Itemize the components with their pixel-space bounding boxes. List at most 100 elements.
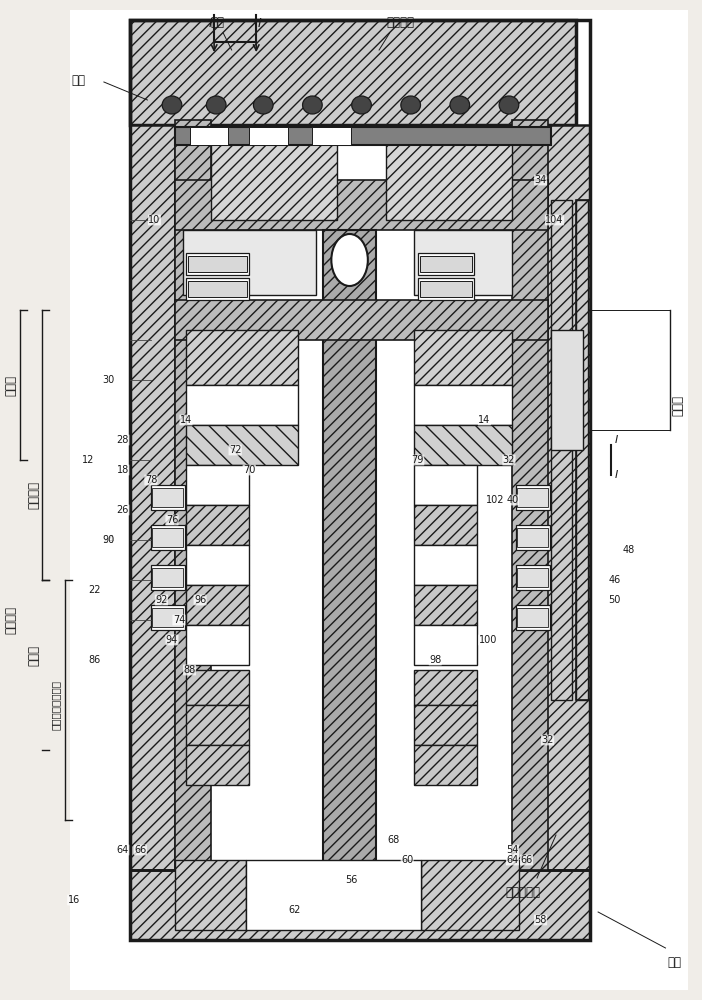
Bar xyxy=(517,608,548,627)
Text: 76: 76 xyxy=(166,515,178,525)
Text: 104: 104 xyxy=(545,215,564,225)
Text: 70: 70 xyxy=(243,465,256,475)
Bar xyxy=(186,465,249,505)
Ellipse shape xyxy=(450,96,470,114)
Bar xyxy=(246,860,421,930)
Bar xyxy=(130,20,576,125)
Text: 98: 98 xyxy=(429,655,442,665)
Ellipse shape xyxy=(162,96,182,114)
Bar xyxy=(188,256,247,272)
Bar xyxy=(183,230,316,295)
Bar xyxy=(323,230,376,870)
Bar xyxy=(516,525,550,550)
Text: 24: 24 xyxy=(102,535,115,545)
Text: 86: 86 xyxy=(88,655,101,665)
Text: 刀盘: 刀盘 xyxy=(72,74,86,87)
Text: 盾尾区: 盾尾区 xyxy=(4,374,17,395)
Text: 60: 60 xyxy=(401,855,413,865)
Text: 46: 46 xyxy=(608,575,621,585)
Bar xyxy=(551,200,572,700)
Bar xyxy=(516,565,550,590)
Bar xyxy=(420,256,472,272)
Text: 盾头区: 盾头区 xyxy=(27,645,40,666)
Bar xyxy=(151,605,185,630)
Bar xyxy=(70,10,688,990)
Bar xyxy=(418,253,474,275)
Text: 16: 16 xyxy=(67,895,80,905)
Bar xyxy=(186,745,249,785)
Bar xyxy=(211,130,337,220)
Bar xyxy=(414,705,477,745)
Text: 92: 92 xyxy=(155,595,168,605)
Text: 58: 58 xyxy=(534,915,547,925)
Bar xyxy=(418,278,474,300)
Bar xyxy=(130,870,590,940)
Text: 48: 48 xyxy=(622,545,635,555)
Text: 12: 12 xyxy=(81,455,94,465)
Text: 40: 40 xyxy=(506,495,519,505)
Bar xyxy=(414,670,477,705)
Text: 74: 74 xyxy=(173,615,185,625)
Bar xyxy=(130,20,576,125)
Bar xyxy=(186,278,249,300)
Text: 50: 50 xyxy=(608,595,621,605)
Bar xyxy=(312,127,351,145)
Text: 66: 66 xyxy=(134,845,147,855)
Bar xyxy=(414,425,512,465)
Bar xyxy=(151,485,185,510)
Text: 96: 96 xyxy=(194,595,206,605)
Text: 盾构主体: 盾构主体 xyxy=(27,481,40,509)
Bar xyxy=(130,870,590,940)
Bar xyxy=(152,488,183,507)
Text: 56: 56 xyxy=(345,875,357,885)
Bar xyxy=(249,127,288,145)
Text: I: I xyxy=(614,470,618,480)
Ellipse shape xyxy=(499,96,519,114)
Bar xyxy=(414,330,512,385)
Bar xyxy=(414,745,477,785)
Text: 94: 94 xyxy=(166,635,178,645)
Text: 管片: 管片 xyxy=(667,956,681,968)
Text: I: I xyxy=(614,435,618,445)
Text: I: I xyxy=(258,17,262,30)
Text: 14: 14 xyxy=(478,415,491,425)
Bar xyxy=(544,125,590,880)
Bar xyxy=(151,525,185,550)
Bar xyxy=(152,568,183,587)
Bar xyxy=(186,330,298,385)
Text: 26: 26 xyxy=(117,505,129,515)
Text: 32: 32 xyxy=(541,735,554,745)
Text: 分割壁: 分割壁 xyxy=(671,394,684,416)
Bar xyxy=(414,465,477,505)
Text: 62: 62 xyxy=(289,905,301,915)
Bar xyxy=(152,528,183,547)
Text: 78: 78 xyxy=(145,475,157,485)
Bar xyxy=(576,200,588,700)
Text: 旋转机构: 旋转机构 xyxy=(4,606,17,634)
Text: 64: 64 xyxy=(506,855,519,865)
Bar xyxy=(186,505,249,545)
Ellipse shape xyxy=(303,96,322,114)
Bar xyxy=(186,625,249,665)
Ellipse shape xyxy=(352,96,371,114)
Bar xyxy=(517,528,548,547)
Bar xyxy=(421,860,519,930)
Text: 68: 68 xyxy=(387,835,399,845)
Text: 盾构隧道钻孔设备: 盾构隧道钻孔设备 xyxy=(51,680,61,730)
Text: 72: 72 xyxy=(229,445,241,455)
Text: 34: 34 xyxy=(534,175,547,185)
Bar xyxy=(176,180,548,230)
Bar xyxy=(517,488,548,507)
Text: 100: 100 xyxy=(479,635,497,645)
Bar xyxy=(414,505,477,545)
Bar xyxy=(176,300,548,340)
Bar xyxy=(516,485,550,510)
Text: 66: 66 xyxy=(520,855,533,865)
Text: 28: 28 xyxy=(117,435,129,445)
Bar xyxy=(414,585,477,625)
Bar xyxy=(551,330,583,450)
Text: 开口: 开口 xyxy=(211,15,225,28)
Text: 30: 30 xyxy=(102,375,115,385)
Text: 18: 18 xyxy=(117,465,129,475)
Text: 54: 54 xyxy=(506,845,519,855)
